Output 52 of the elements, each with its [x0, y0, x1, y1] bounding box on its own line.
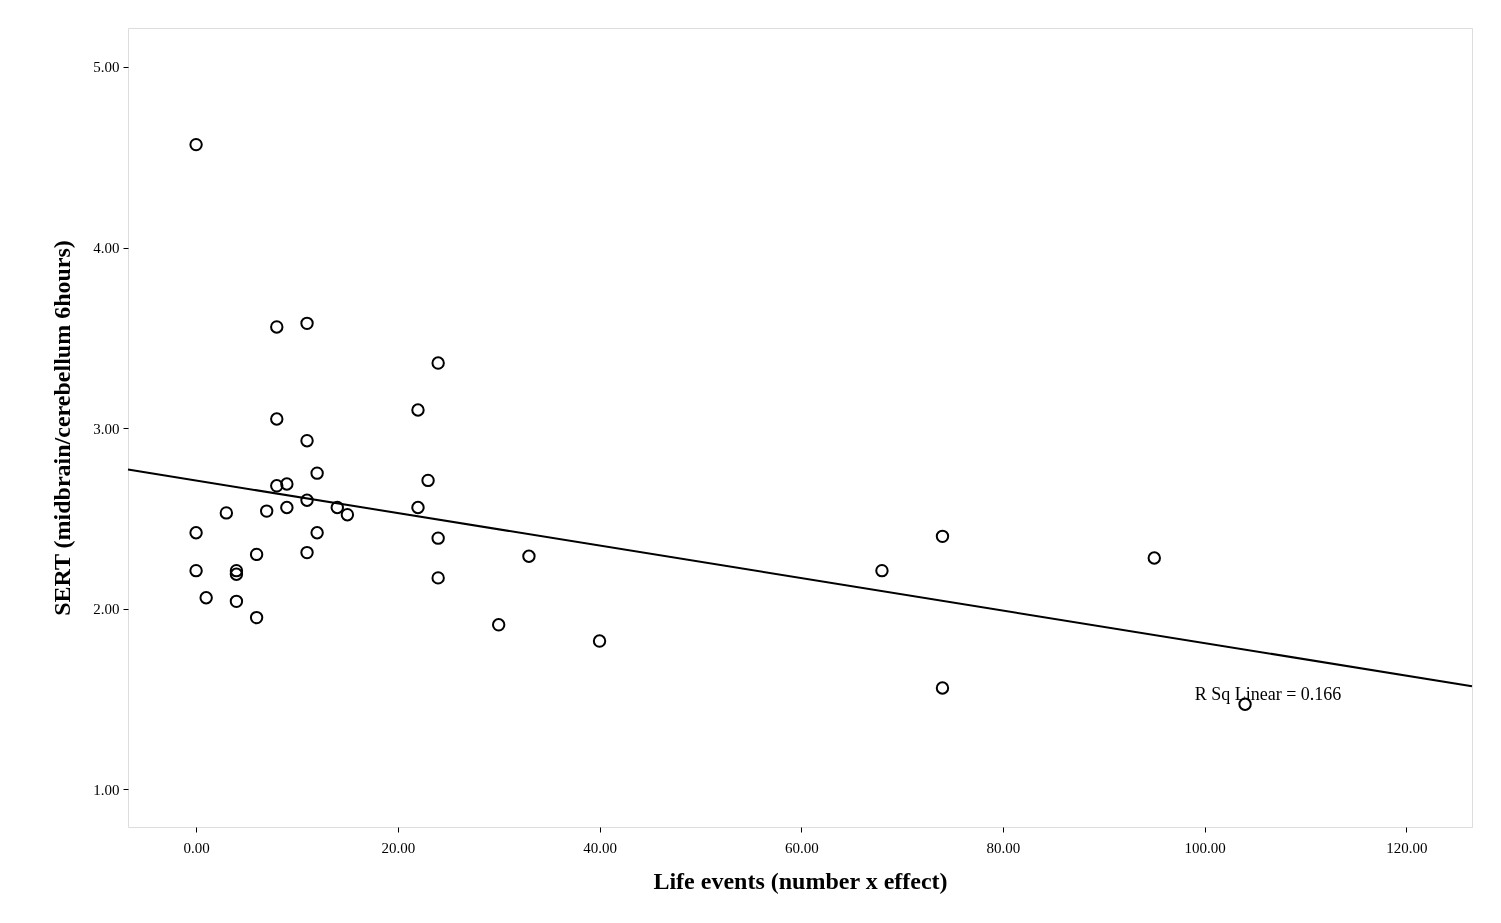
y-tick-label: 5.00 [93, 59, 120, 76]
x-tick-label: 100.00 [1184, 839, 1226, 856]
point [300, 493, 314, 507]
y-tick-label: 2.00 [93, 601, 120, 618]
point [270, 320, 284, 334]
y-tick-label: 3.00 [93, 420, 120, 437]
point [280, 477, 294, 491]
x-tick-label: 40.00 [583, 839, 617, 856]
point [330, 500, 344, 515]
point [249, 610, 264, 625]
point [875, 563, 889, 578]
point [280, 500, 294, 515]
point [300, 316, 314, 331]
point [189, 137, 203, 152]
x-tick-label: 0.00 [183, 839, 210, 856]
point [522, 549, 536, 563]
point [431, 356, 445, 370]
x-tick-label: 20.00 [381, 839, 416, 856]
point [219, 506, 234, 520]
x-tick-label: 80.00 [986, 839, 1021, 856]
point [1147, 551, 1161, 565]
point [229, 594, 244, 609]
y-tick-label: 1.00 [93, 781, 120, 798]
y-axis-title: SERT (midbrain/cerebellum 6hours) [49, 240, 76, 616]
point [592, 634, 607, 648]
point [431, 571, 445, 585]
point [199, 591, 213, 605]
point [935, 681, 950, 695]
point [249, 547, 264, 562]
point [300, 433, 314, 448]
annotation: R Sq Linear = 0.166 [1194, 684, 1342, 704]
point [300, 545, 314, 560]
x-tick-label: 60.00 [784, 839, 819, 856]
x-axis-title: Life events (number x effect) [653, 867, 948, 894]
point [270, 412, 284, 426]
point [340, 508, 355, 522]
point [270, 479, 284, 493]
point [259, 504, 274, 518]
point [310, 526, 324, 540]
point [310, 466, 324, 480]
point [411, 500, 425, 515]
point [229, 567, 244, 581]
x-tick-label: 120.00 [1386, 839, 1428, 856]
point [189, 526, 203, 540]
point [411, 403, 425, 417]
point [431, 531, 445, 545]
point [935, 529, 950, 544]
y-tick-label: 4.00 [93, 240, 120, 257]
point [229, 563, 244, 578]
point [189, 563, 203, 578]
point [421, 473, 435, 488]
point [491, 618, 506, 632]
